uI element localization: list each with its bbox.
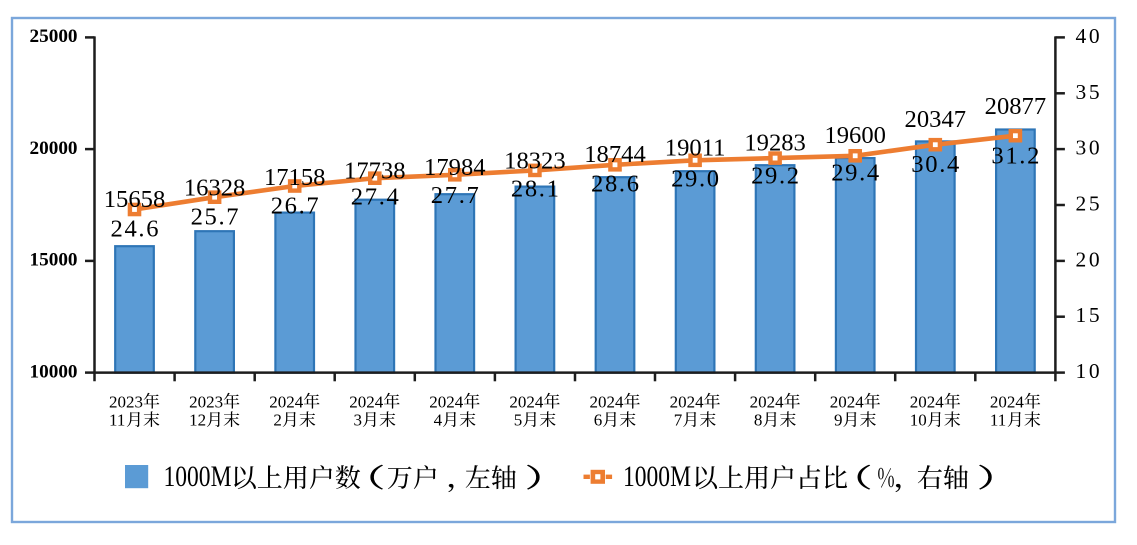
svg-text:2: 2 xyxy=(273,411,282,430)
svg-text:16328: 16328 xyxy=(184,174,245,201)
svg-text:15658: 15658 xyxy=(104,186,165,213)
svg-text:20877: 20877 xyxy=(985,93,1046,120)
svg-text:40: 40 xyxy=(1076,24,1103,48)
svg-text:29.4: 29.4 xyxy=(831,160,879,187)
svg-text:4: 4 xyxy=(434,411,443,430)
svg-text:2024: 2024 xyxy=(670,392,705,411)
svg-text:7: 7 xyxy=(674,411,683,430)
svg-text:18323: 18323 xyxy=(504,147,565,174)
svg-text:2024: 2024 xyxy=(590,392,625,411)
svg-text:5: 5 xyxy=(514,411,523,430)
svg-text:29.2: 29.2 xyxy=(751,163,799,190)
svg-text:2024: 2024 xyxy=(429,392,464,411)
svg-text:8: 8 xyxy=(754,411,763,430)
svg-text:1000M: 1000M xyxy=(164,461,232,493)
svg-text:25000: 25000 xyxy=(30,26,78,47)
svg-text:11: 11 xyxy=(990,411,1006,430)
svg-text:17158: 17158 xyxy=(264,164,325,191)
svg-text:2024: 2024 xyxy=(830,392,865,411)
svg-text:20: 20 xyxy=(1076,247,1103,271)
svg-text:2023: 2023 xyxy=(189,392,223,411)
svg-text:2023: 2023 xyxy=(109,392,143,411)
svg-text:2024: 2024 xyxy=(269,392,304,411)
svg-text:27.4: 27.4 xyxy=(351,184,399,211)
svg-text:17984: 17984 xyxy=(424,154,485,181)
svg-text:2024: 2024 xyxy=(910,392,945,411)
svg-text:35: 35 xyxy=(1076,80,1103,104)
svg-text:24.6: 24.6 xyxy=(111,215,159,242)
svg-text:3: 3 xyxy=(354,411,363,430)
svg-text:10: 10 xyxy=(1076,359,1103,383)
svg-text:30.4: 30.4 xyxy=(911,151,959,178)
svg-text:11: 11 xyxy=(109,411,125,430)
svg-text:15000: 15000 xyxy=(30,250,78,271)
svg-text:27.7: 27.7 xyxy=(431,182,479,209)
svg-text:30: 30 xyxy=(1076,136,1103,160)
svg-text:26.7: 26.7 xyxy=(271,192,319,219)
svg-text:29.0: 29.0 xyxy=(671,165,719,192)
svg-text:20000: 20000 xyxy=(30,138,78,159)
svg-text:17738: 17738 xyxy=(344,158,405,185)
svg-text:28.6: 28.6 xyxy=(591,170,639,197)
svg-text:2024: 2024 xyxy=(509,392,544,411)
svg-text:15: 15 xyxy=(1076,303,1103,327)
svg-text:25.7: 25.7 xyxy=(191,204,239,231)
svg-text:19600: 19600 xyxy=(824,122,885,149)
svg-text:10000: 10000 xyxy=(30,361,78,382)
svg-text:28.1: 28.1 xyxy=(511,175,559,202)
svg-text:20347: 20347 xyxy=(905,106,966,133)
svg-text:9: 9 xyxy=(834,411,843,430)
svg-text:31.2: 31.2 xyxy=(991,143,1039,170)
svg-text:10: 10 xyxy=(910,411,927,430)
svg-text:2024: 2024 xyxy=(990,392,1025,411)
svg-text:12: 12 xyxy=(189,411,206,430)
svg-text:18744: 18744 xyxy=(584,141,645,168)
svg-text:6: 6 xyxy=(594,411,603,430)
svg-text:25: 25 xyxy=(1076,192,1103,216)
svg-text:1000M: 1000M xyxy=(623,461,691,493)
svg-text:2024: 2024 xyxy=(349,392,384,411)
svg-text:19283: 19283 xyxy=(744,130,805,157)
svg-text:19011: 19011 xyxy=(665,134,726,161)
svg-text:2024: 2024 xyxy=(750,392,785,411)
